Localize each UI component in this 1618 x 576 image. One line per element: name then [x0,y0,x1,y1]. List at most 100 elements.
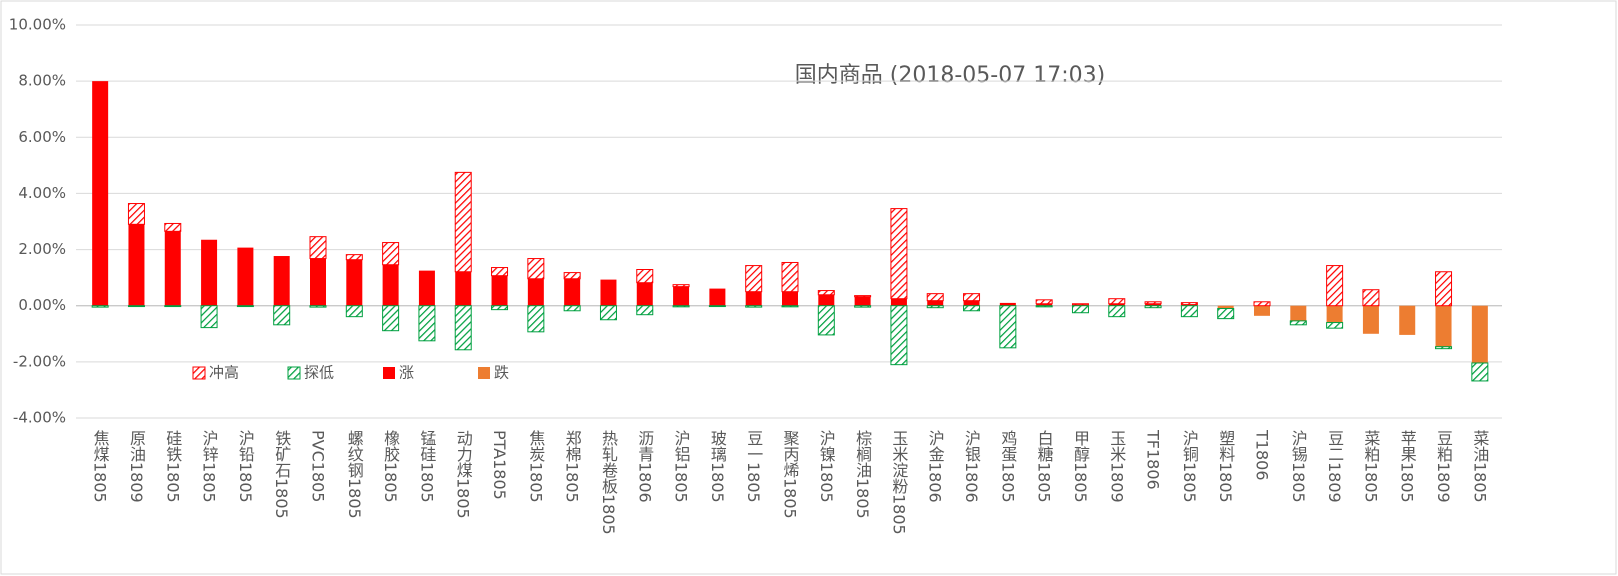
bar [1254,305,1270,316]
x-tick-label: 硅铁1805 [163,430,182,503]
bar [1036,303,1053,306]
x-tick-label: TF1806 [1144,429,1163,490]
x-tick-label: 聚丙烯1805 [781,430,800,519]
bar [418,270,435,306]
bar [709,288,726,306]
x-tick-label: 玉米1809 [1107,430,1126,503]
bar [310,258,326,306]
bar [600,279,617,306]
x-tick-label: 郑棉1805 [563,430,582,503]
bar [164,222,182,232]
x-tick-label: 甲醇1805 [1071,430,1090,503]
x-tick-label: 塑料1805 [1216,430,1235,503]
bar [781,305,799,308]
chart-title: 国内商品 (2018-05-07 17:03) [795,63,1105,88]
legend-label: 探低 [304,364,334,382]
bar [708,305,726,308]
bar [1326,305,1343,323]
y-tick-label: 8.00% [18,72,66,90]
bar [673,286,690,306]
x-tick-label: 豆粕1809 [1434,430,1453,503]
bar [236,305,254,308]
bar [636,269,654,284]
bar [926,305,944,309]
bar [345,305,363,318]
x-tick-label: 沪银1806 [962,430,981,503]
y-tick-label: -2.00% [13,352,66,370]
x-tick-label: 橡胶1805 [381,430,400,503]
bar [454,305,472,351]
x-tick-label: 原油1809 [127,430,146,503]
legend-swatch [287,366,301,380]
bar [91,305,109,308]
bar [309,305,327,308]
bar [1035,305,1053,308]
x-tick-label: 苹果1805 [1398,430,1417,503]
x-tick-label: 玉米淀粉1805 [889,430,908,535]
bar [455,271,472,306]
x-tick-label: 棕榈油1805 [853,430,872,519]
bar [1108,305,1126,318]
bar [854,295,872,298]
bar [1145,303,1162,306]
bar [1180,302,1198,306]
bar [1071,303,1089,306]
bar [491,275,508,306]
x-tick-label: 焦炭1805 [526,430,545,503]
bar [745,291,762,306]
bar [1326,322,1344,329]
bar [745,305,763,308]
x-tick-label: 白糖1805 [1035,430,1054,503]
bar [345,254,363,261]
bar [527,278,544,306]
bar [1253,301,1271,307]
bar [1471,305,1488,363]
bar [854,305,872,308]
bar [491,267,509,277]
bar [1108,298,1126,305]
bar [418,305,436,342]
x-tick-label: 沪铜1805 [1180,430,1199,503]
y-tick-label: 4.00% [18,184,66,202]
x-tick-label: 锰硅1805 [417,430,436,503]
x-tick-label: 菜粕1805 [1361,430,1380,503]
legend-label: 冲高 [209,364,239,382]
x-tick-label: 菜油1805 [1470,430,1489,503]
x-tick-label: 沪金1806 [926,430,945,503]
x-tick-label: 焦煤1805 [91,430,110,503]
x-tick-label: PTA1805 [490,430,509,500]
bar [491,305,509,311]
bar [1471,362,1489,382]
bar [1362,305,1379,334]
bar [1180,305,1198,318]
x-tick-label: 豆一1805 [744,430,763,503]
bar [1144,305,1162,309]
x-tick-label: 动力煤1805 [454,430,473,519]
x-tick-label: 沪镍1805 [817,430,836,503]
bar [817,305,835,336]
bar [200,305,218,329]
y-tick-label: 10.00% [9,16,66,34]
bar [1289,320,1307,326]
bar [672,284,690,288]
bar [1399,305,1416,335]
bar [999,302,1016,306]
legend-swatch [478,367,490,379]
bar [1435,346,1453,350]
bar [890,208,908,300]
bar [599,305,617,321]
bar [164,305,182,308]
bar [564,278,581,306]
bar [273,256,290,306]
bar [1181,304,1198,306]
x-tick-label: T1806 [1253,429,1272,481]
bar [128,224,145,306]
bar [890,298,907,306]
bar [127,305,145,308]
bar [926,293,944,302]
x-tick-label: PVC1805 [309,430,328,502]
bar [781,261,799,293]
bar [563,305,581,312]
